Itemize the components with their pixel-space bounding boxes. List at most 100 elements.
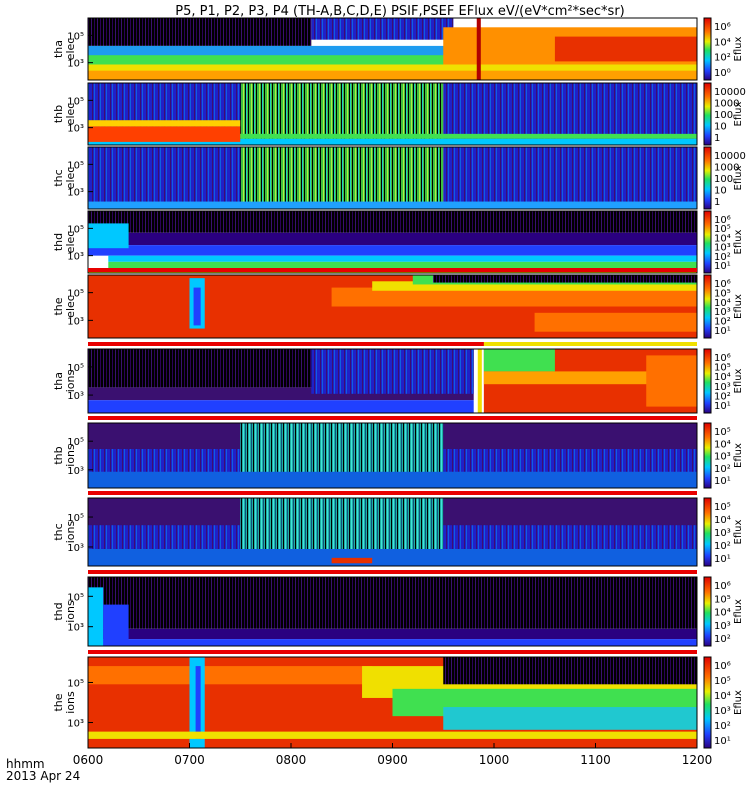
spectrogram-region <box>88 577 697 629</box>
panel-species-label: elec <box>64 103 77 126</box>
spectrogram-region <box>108 255 698 262</box>
spectrogram-region <box>103 604 129 646</box>
panel-frame <box>87 422 698 489</box>
panel-species-label: ions <box>64 600 77 623</box>
colorbar-tick-label: 10³ <box>714 706 731 717</box>
colorbar-tick-label: 10 <box>714 186 727 197</box>
spectrogram-region <box>88 211 697 233</box>
spectrogram-region <box>88 64 697 74</box>
spectrogram-region <box>476 18 481 80</box>
quality-flag-bar <box>88 268 697 272</box>
colorbar-tick-label: 10⁴ <box>714 608 731 619</box>
colorbar-tick-label: 10² <box>714 464 731 475</box>
spectrogram-region <box>331 287 697 307</box>
time-label: hhmm <box>6 757 45 771</box>
x-tick-label: 1000 <box>479 753 510 767</box>
panel-frame <box>87 274 698 339</box>
colorbar-tick-label: 10³ <box>714 307 731 318</box>
spectrogram-region <box>646 355 697 407</box>
y-tick-label: 10³ <box>67 59 84 70</box>
spectrogram-region <box>88 126 241 142</box>
x-axis-ticks: 0600 0700 0800 0900 1000 1100 1200 <box>73 743 713 767</box>
colorbar-title: Eflux <box>733 165 744 190</box>
spectrogram-region <box>433 275 697 283</box>
panel-the-ions: the ions 10⁵ 10³ 10⁶ 10⁵ 10⁴ 10³ 10² 10¹ Eflux <box>52 650 744 749</box>
panel-probe-label: tha <box>52 372 65 390</box>
date-label: 2013 Apr 24 <box>6 769 80 783</box>
quality-flag-bar <box>88 650 697 654</box>
y-tick-label: 10³ <box>67 188 84 199</box>
colorbar-tick-label: 10⁶ <box>714 279 731 290</box>
colorbar-tick-label: 10⁵ <box>714 594 731 605</box>
colorbar-tick-label: 10000 <box>714 87 746 98</box>
spectrogram-region <box>88 731 697 739</box>
y-tick-label: 10⁵ <box>67 592 84 603</box>
spectrogram-region <box>88 18 312 46</box>
spectrogram-region <box>483 371 697 385</box>
spectrogram-region <box>88 628 697 640</box>
panel-frame <box>87 497 698 567</box>
x-tick-label: 1200 <box>682 753 713 767</box>
colorbar <box>703 17 712 81</box>
x-tick-label: 0600 <box>73 753 104 767</box>
panel-probe-label: the <box>52 297 65 315</box>
colorbar-tick-label: 10⁴ <box>714 372 731 383</box>
spectrogram-region <box>88 549 697 566</box>
colorbar-tick-label: 10² <box>714 541 731 552</box>
colorbar-tick-label: 10000 <box>714 151 746 162</box>
colorbar-tick-label: 10³ <box>714 452 731 463</box>
x-tick-label: 0700 <box>174 753 205 767</box>
y-tick-label: 10³ <box>67 719 84 730</box>
colorbar-tick-label: 1 <box>714 197 720 208</box>
colorbar-tick-label: 10² <box>714 317 731 328</box>
colorbar-tick-label: 10⁵ <box>714 288 731 299</box>
spectrogram-region <box>311 349 474 394</box>
y-tick-label: 10³ <box>67 623 84 634</box>
y-tick-label: 10⁵ <box>67 289 84 300</box>
colorbar-tick-label: 10² <box>714 634 731 645</box>
spectrogram-region <box>195 666 201 739</box>
spectrogram-region <box>108 261 698 269</box>
panel-species-label: ions <box>64 444 77 467</box>
colorbar-title: Eflux <box>733 599 744 624</box>
colorbar-tick-label: 10⁵ <box>714 224 731 235</box>
colorbar <box>703 146 712 210</box>
spectrogram-region <box>88 400 474 413</box>
y-tick-label: 10³ <box>67 391 84 402</box>
colorbar <box>703 274 712 339</box>
panel-species-label: elec <box>64 38 77 61</box>
panel-species-label: elec <box>64 231 77 254</box>
colorbar-title: Eflux <box>733 36 744 61</box>
y-tick-label: 10⁵ <box>67 513 84 524</box>
colorbar-tick-label: 10¹ <box>714 401 731 412</box>
y-tick-label: 10⁵ <box>67 363 84 374</box>
colorbar-tick-label: 10² <box>714 391 731 402</box>
colorbar-tick-label: 10¹ <box>714 736 731 747</box>
colorbar-tick-label: 10⁵ <box>714 427 731 438</box>
colorbar <box>703 422 712 489</box>
colorbar <box>703 210 712 274</box>
spectrogram-region <box>88 639 697 646</box>
quality-flag-bar <box>88 491 697 495</box>
y-tick-label: 10⁵ <box>67 678 84 689</box>
figure-title: P5, P1, P2, P3, P4 (TH-A,B,C,D,E) PSIF,P… <box>175 4 624 19</box>
colorbar-tick-label: 10¹ <box>714 261 731 272</box>
y-tick-label: 10³ <box>67 543 84 554</box>
colorbar-tick-label: 10⁶ <box>714 581 731 592</box>
colorbar-title: Eflux <box>733 443 744 468</box>
colorbar-tick-label: 1000 <box>714 99 739 110</box>
colorbar-tick-label: 10⁵ <box>714 676 731 687</box>
x-tick-label: 0900 <box>377 753 408 767</box>
colorbar-tick-label: 1000 <box>714 163 739 174</box>
spectrogram-region <box>477 349 482 413</box>
colorbar-tick-label: 10⁴ <box>714 515 731 526</box>
spectrogram-region <box>311 18 454 40</box>
colorbar-tick-label: 10⁶ <box>714 22 731 33</box>
